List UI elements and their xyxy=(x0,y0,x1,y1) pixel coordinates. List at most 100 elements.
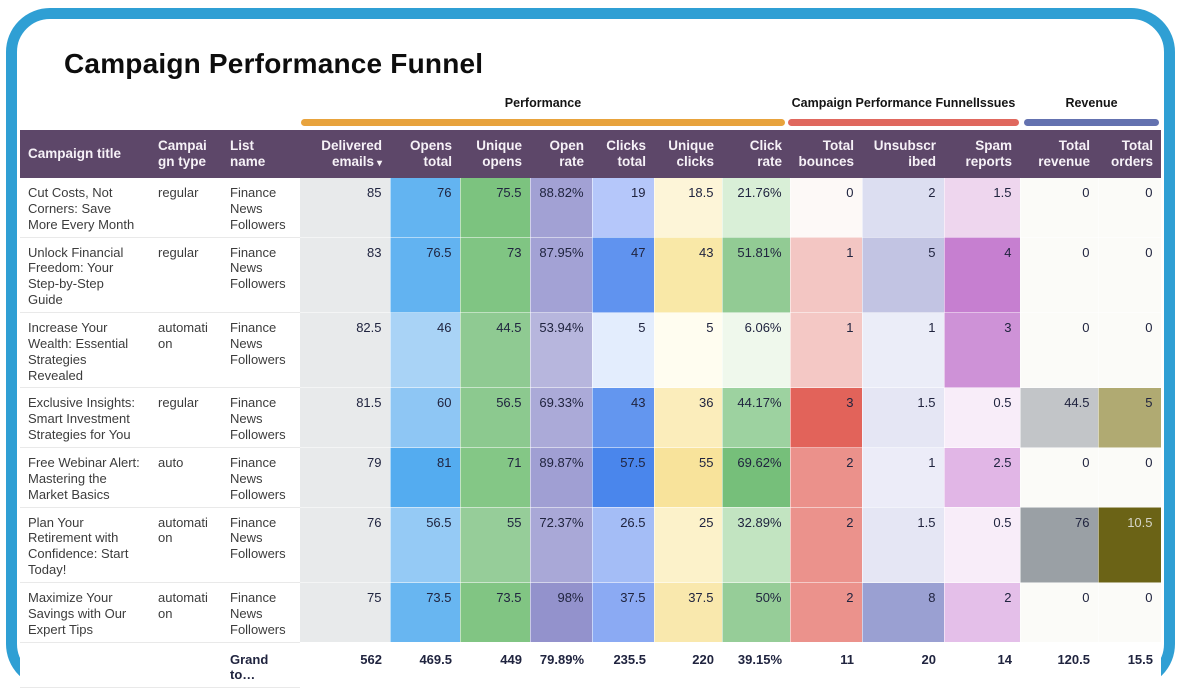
heat-cell-total-bounces: 2 xyxy=(790,582,863,643)
heat-cell-unique-clicks: 5 xyxy=(654,312,723,389)
column-header-label: Spam reports xyxy=(965,138,1012,169)
campaign-title-cell: Unlock Financial Freedom: Your Step-by-S… xyxy=(20,237,150,314)
heat-cell-total-orders: 0 xyxy=(1098,447,1162,508)
heat-cell-open-rate: 88.82% xyxy=(530,178,593,238)
grand-total-click-rate: 39.15% xyxy=(722,641,790,688)
campaign-title-cell: Increase Your Wealth: Essential Strategi… xyxy=(20,312,150,389)
column-header-click-rate[interactable]: Click rate xyxy=(722,130,790,178)
column-header-label: Clicks total xyxy=(606,138,646,169)
campaign-type-cell: automation xyxy=(150,507,222,584)
grand-total-unique-clicks: 220 xyxy=(654,641,722,688)
column-header-clicks-total[interactable]: Clicks total xyxy=(592,130,654,178)
heat-cell-delivered-emails: 83 xyxy=(300,237,391,314)
heat-cell-opens-total: 60 xyxy=(390,387,461,449)
heat-cell-unsubscribed: 2 xyxy=(862,178,945,238)
grand-total-unique-opens: 449 xyxy=(460,641,530,688)
list-name-cell: Finance News Followers xyxy=(222,582,300,643)
grand-total-clicks-total: 235.5 xyxy=(592,641,654,688)
sort-desc-icon[interactable]: ▾ xyxy=(376,158,382,169)
campaign-type-cell: auto xyxy=(150,447,222,508)
column-header-spam-reports[interactable]: Spam reports xyxy=(944,130,1020,178)
heat-cell-total-bounces: 3 xyxy=(790,387,863,449)
table-row: Plan Your Retirement with Confidence: St… xyxy=(20,507,1162,584)
column-header-unique-opens[interactable]: Unique opens xyxy=(460,130,530,178)
column-header-delivered-emails[interactable]: Delivered emails ▾ xyxy=(300,130,390,178)
grand-total-total-revenue: 120.5 xyxy=(1020,641,1098,688)
column-header-list-name[interactable]: List name xyxy=(222,130,300,178)
column-header-unique-clicks[interactable]: Unique clicks xyxy=(654,130,722,178)
column-header-unsubscribed[interactable]: Unsubscribed xyxy=(862,130,944,178)
heat-cell-click-rate: 50% xyxy=(722,582,791,643)
table-row: Increase Your Wealth: Essential Strategi… xyxy=(20,312,1162,389)
grand-total-opens-total: 469.5 xyxy=(390,641,460,688)
column-header-label: Campaign title xyxy=(28,146,122,162)
heat-cell-total-revenue: 0 xyxy=(1020,178,1099,238)
table-row: Unlock Financial Freedom: Your Step-by-S… xyxy=(20,237,1162,314)
heat-cell-spam-reports: 1.5 xyxy=(944,178,1021,238)
table-row: Free Webinar Alert: Mastering the Market… xyxy=(20,447,1162,508)
column-header-label: Unique clicks xyxy=(668,138,714,169)
column-header-total-revenue[interactable]: Total revenue xyxy=(1020,130,1098,178)
column-header-total-bounces[interactable]: Total bounces xyxy=(790,130,862,178)
heat-cell-spam-reports: 0.5 xyxy=(944,507,1021,584)
column-header-campaign-title[interactable]: Campaign title xyxy=(20,130,150,178)
heat-cell-total-orders: 0 xyxy=(1098,312,1162,389)
group-label-revenue: Revenue xyxy=(1065,96,1118,110)
column-header-label: Unique opens xyxy=(476,138,522,169)
heat-cell-unique-opens: 56.5 xyxy=(460,387,531,449)
heat-cell-total-revenue: 0 xyxy=(1020,582,1099,643)
heat-cell-total-revenue: 0 xyxy=(1020,237,1099,314)
heat-cell-total-revenue: 0 xyxy=(1020,447,1099,508)
column-header-campaign-type[interactable]: Campaign type xyxy=(150,130,222,178)
heat-cell-total-bounces: 2 xyxy=(790,507,863,584)
heat-cell-unique-clicks: 55 xyxy=(654,447,723,508)
grand-total-spacer xyxy=(20,641,222,689)
heat-cell-delivered-emails: 76 xyxy=(300,507,391,584)
heat-cell-open-rate: 87.95% xyxy=(530,237,593,314)
page-title: Campaign Performance Funnel xyxy=(64,48,484,79)
heat-cell-spam-reports: 0.5 xyxy=(944,387,1021,449)
heat-cell-clicks-total: 26.5 xyxy=(592,507,655,584)
column-header-opens-total[interactable]: Opens total xyxy=(390,130,460,178)
campaign-type-cell: regular xyxy=(150,387,222,449)
heat-cell-total-orders: 5 xyxy=(1098,387,1162,449)
heat-cell-open-rate: 89.87% xyxy=(530,447,593,508)
heat-cell-total-orders: 0 xyxy=(1098,178,1162,238)
campaign-title-cell: Exclusive Insights: Smart Investment Str… xyxy=(20,387,150,449)
campaign-table: Campaign title Campaign type List name Deli… xyxy=(20,130,1162,689)
heat-cell-total-orders: 0 xyxy=(1098,237,1162,314)
heat-cell-clicks-total: 47 xyxy=(592,237,655,314)
heat-cell-open-rate: 69.33% xyxy=(530,387,593,449)
heat-cell-delivered-emails: 85 xyxy=(300,178,391,238)
column-header-label: Delivered emails xyxy=(321,138,382,169)
column-header-label: Click rate xyxy=(749,138,782,169)
column-header-open-rate[interactable]: Open rate xyxy=(530,130,592,178)
heat-cell-spam-reports: 3 xyxy=(944,312,1021,389)
campaign-title-cell: Free Webinar Alert: Mastering the Market… xyxy=(20,447,150,508)
campaign-title-cell: Cut Costs, Not Corners: Save More Every … xyxy=(20,178,150,238)
heat-cell-click-rate: 6.06% xyxy=(722,312,791,389)
table-row: Exclusive Insights: Smart Investment Str… xyxy=(20,387,1162,449)
grand-total-total-orders: 15.5 xyxy=(1098,641,1161,688)
heat-cell-delivered-emails: 75 xyxy=(300,582,391,643)
heat-cell-spam-reports: 2 xyxy=(944,582,1021,643)
grand-total-spam-reports: 14 xyxy=(944,641,1020,688)
heat-cell-unique-clicks: 25 xyxy=(654,507,723,584)
grand-total-label: Grand to… xyxy=(222,641,300,689)
heat-cell-total-bounces: 1 xyxy=(790,237,863,314)
grand-total-total-bounces: 11 xyxy=(790,641,862,688)
heat-cell-total-revenue: 0 xyxy=(1020,312,1099,389)
heat-cell-unique-opens: 75.5 xyxy=(460,178,531,238)
heat-cell-opens-total: 76.5 xyxy=(390,237,461,314)
heat-cell-unique-clicks: 37.5 xyxy=(654,582,723,643)
heat-cell-opens-total: 46 xyxy=(390,312,461,389)
group-label-performance: Performance xyxy=(504,96,582,110)
campaign-type-cell: automation xyxy=(150,582,222,643)
heat-cell-clicks-total: 37.5 xyxy=(592,582,655,643)
heat-cell-open-rate: 72.37% xyxy=(530,507,593,584)
heat-cell-delivered-emails: 82.5 xyxy=(300,312,391,389)
heat-cell-click-rate: 44.17% xyxy=(722,387,791,449)
heat-cell-total-revenue: 76 xyxy=(1020,507,1099,584)
column-header-total-orders[interactable]: Total orders xyxy=(1098,130,1161,178)
